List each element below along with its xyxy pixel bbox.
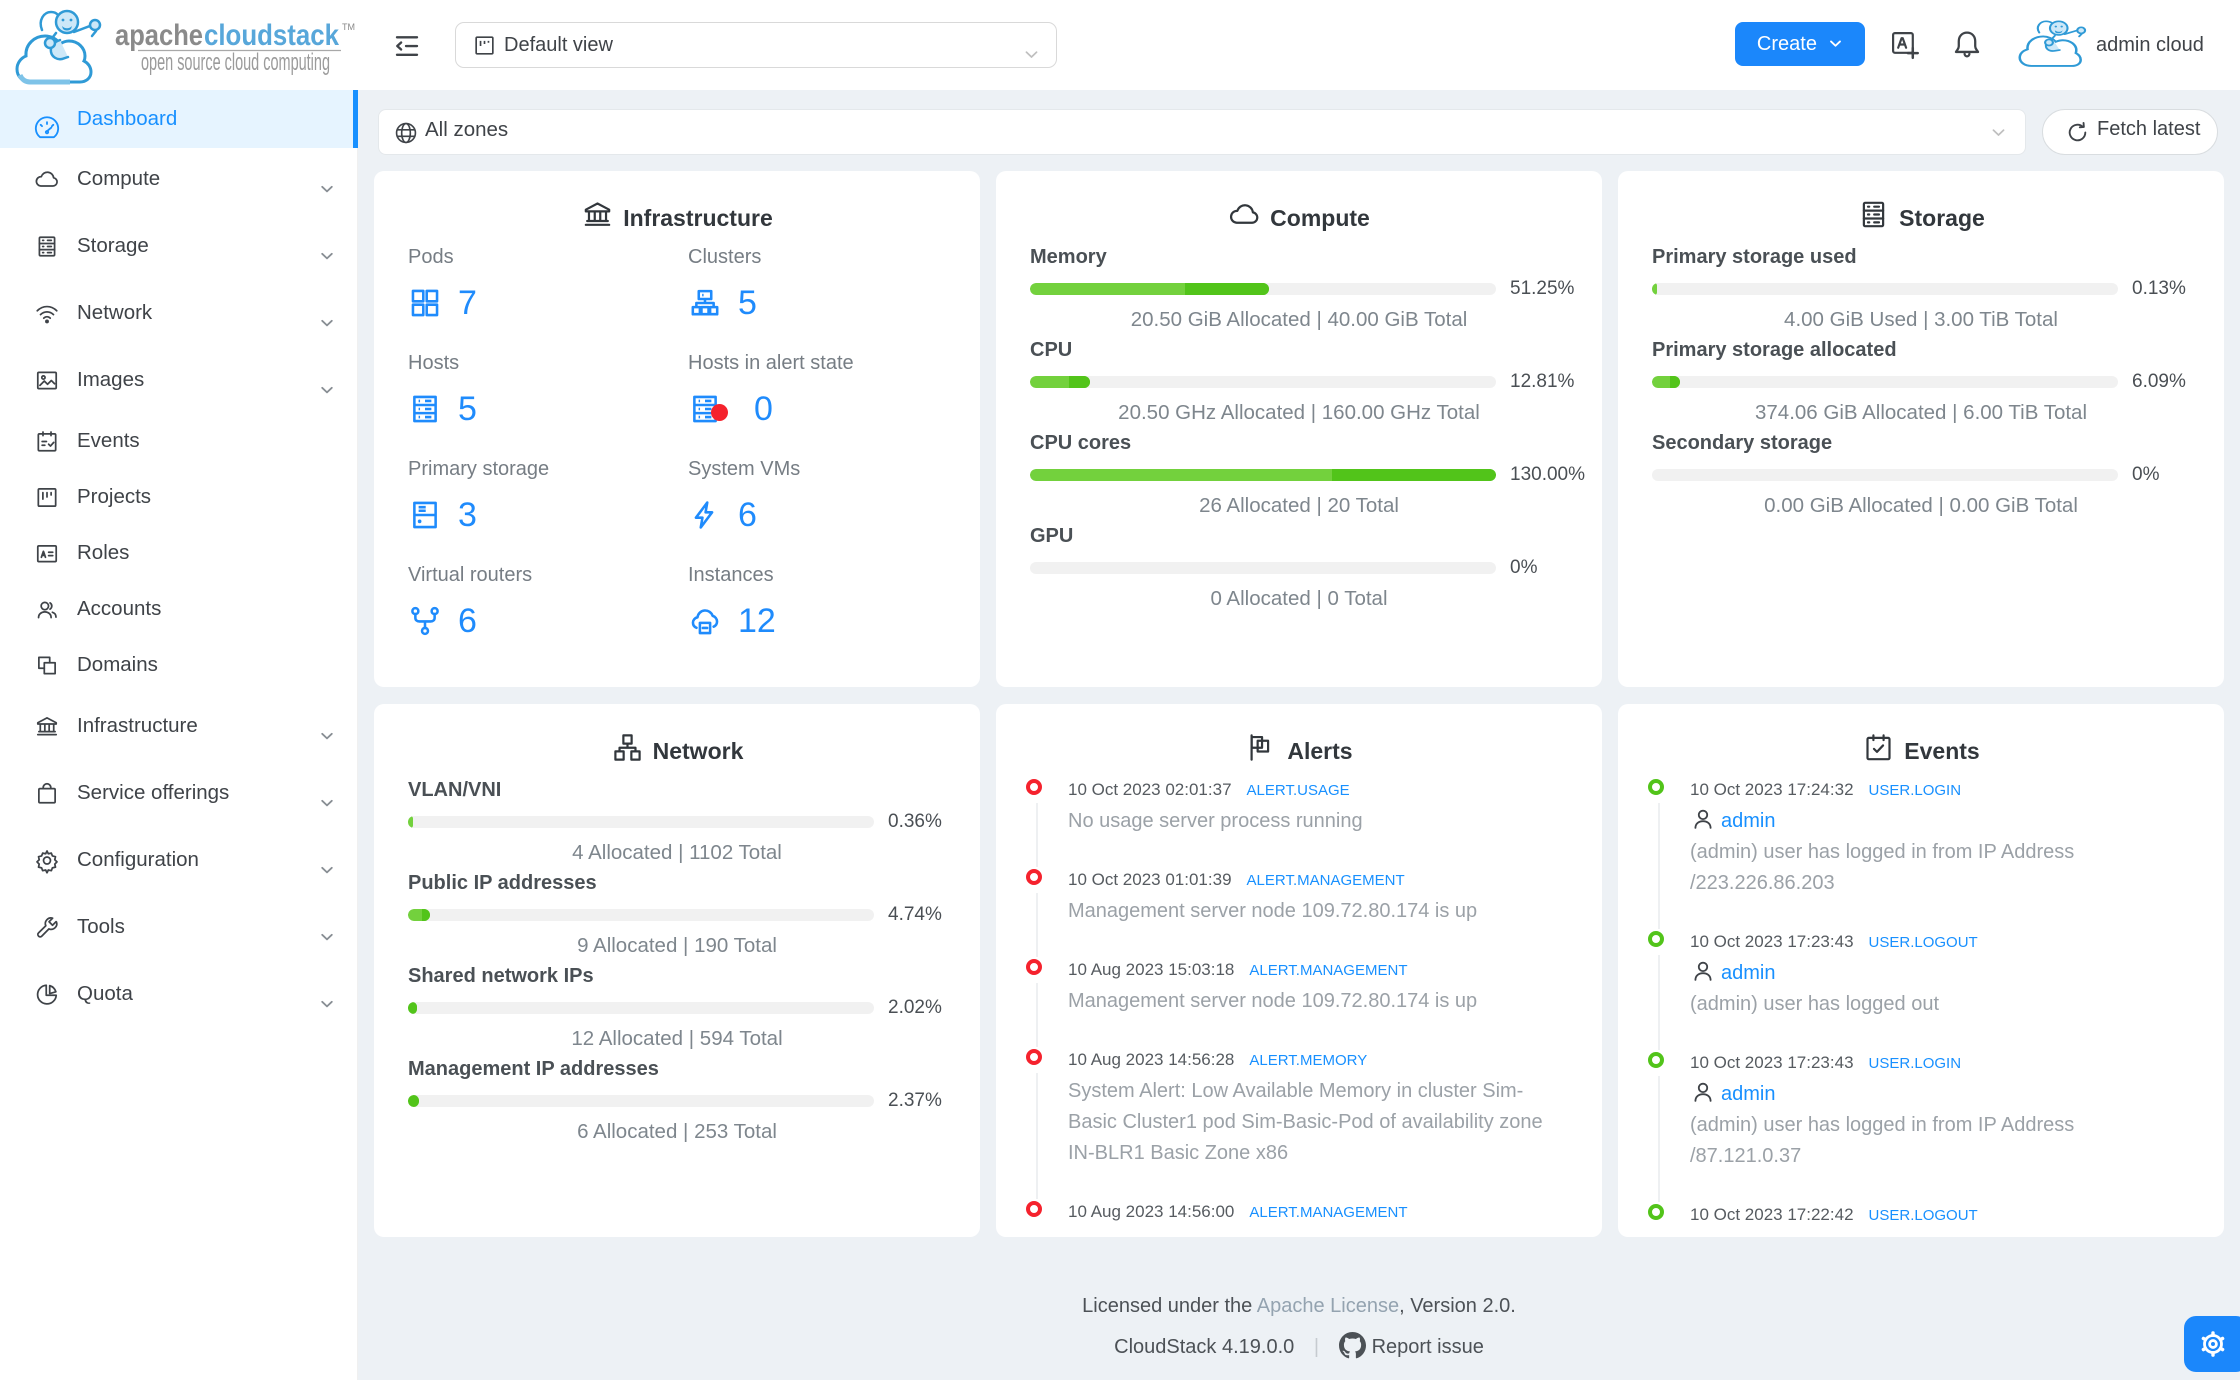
svg-text:cloudstack: cloudstack bbox=[204, 19, 339, 52]
svg-text:apache: apache bbox=[115, 19, 203, 52]
svg-text:open source cloud computing: open source cloud computing bbox=[141, 49, 330, 76]
svg-text:TM: TM bbox=[342, 22, 355, 32]
